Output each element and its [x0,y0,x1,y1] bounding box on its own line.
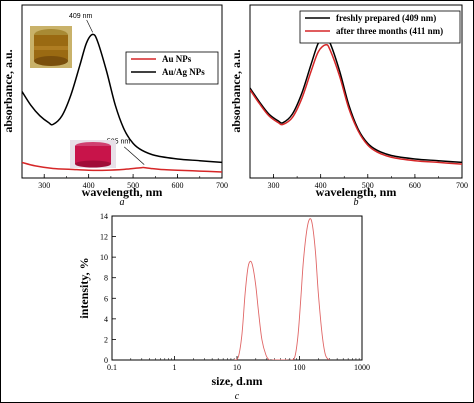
x-tick-label: 600 [409,181,421,190]
y-axis-label: intensity, % [77,257,91,318]
panel-label: b [354,197,359,208]
red-vial-photo [70,140,116,168]
y-axis-label: absorbance, a.u. [229,49,243,132]
x-tick-label: 700 [216,181,228,190]
x-tick-label: 1 [173,363,177,372]
y-tick-label: 12 [100,233,108,242]
y-tick-label: 4 [104,315,108,324]
x-tick-label: 0.1 [107,363,117,372]
x-axis-label: wavelength, nm [316,185,397,199]
series-line-c-0 [233,218,330,360]
peak-annotation: 409 nm [69,13,93,20]
x-tick-label: 700 [456,181,468,190]
annotation-leader [86,19,93,33]
series-line-a-0 [22,161,222,173]
legend-label: freshly prepared (409 nm) [336,13,436,23]
y-tick-label: 2 [104,335,108,344]
x-tick-label: 500 [127,181,139,190]
legend-label: after three months (411 nm) [336,26,443,36]
peak-annotation: 525 nm [107,138,131,145]
series-line-b-1 [250,43,462,165]
y-axis-label: absorbance, a.u. [1,49,15,132]
y-tick-label: 14 [100,212,108,221]
x-axis-label: size, d.nm [212,374,263,388]
x-tick-label: 10 [233,363,241,372]
x-tick-label: 400 [315,181,327,190]
annotation-leader [124,146,145,165]
y-tick-label: 10 [100,253,108,262]
x-tick-label: 1000 [354,363,370,372]
x-tick-label: 300 [268,181,280,190]
y-tick-label: 6 [104,294,108,303]
x-tick-label: 300 [38,181,50,190]
legend-label: Au NPs [162,54,192,64]
panel-label: a [120,197,125,208]
amber-vial-photo [30,26,72,68]
x-tick-label: 100 [294,363,306,372]
series-line-a-1 [22,33,222,164]
x-tick-label: 400 [83,181,95,190]
legend-box [299,10,461,44]
x-tick-label: 600 [172,181,184,190]
legend-label: Au/Ag NPs [162,67,205,77]
x-axis-label: wavelength, nm [82,185,163,199]
legend-box [125,51,219,85]
x-tick-label: 500 [362,181,374,190]
plot-area-c [111,215,363,361]
panel-label: c [235,391,240,402]
y-tick-label: 8 [104,274,108,283]
y-tick-label: 0 [104,356,108,365]
